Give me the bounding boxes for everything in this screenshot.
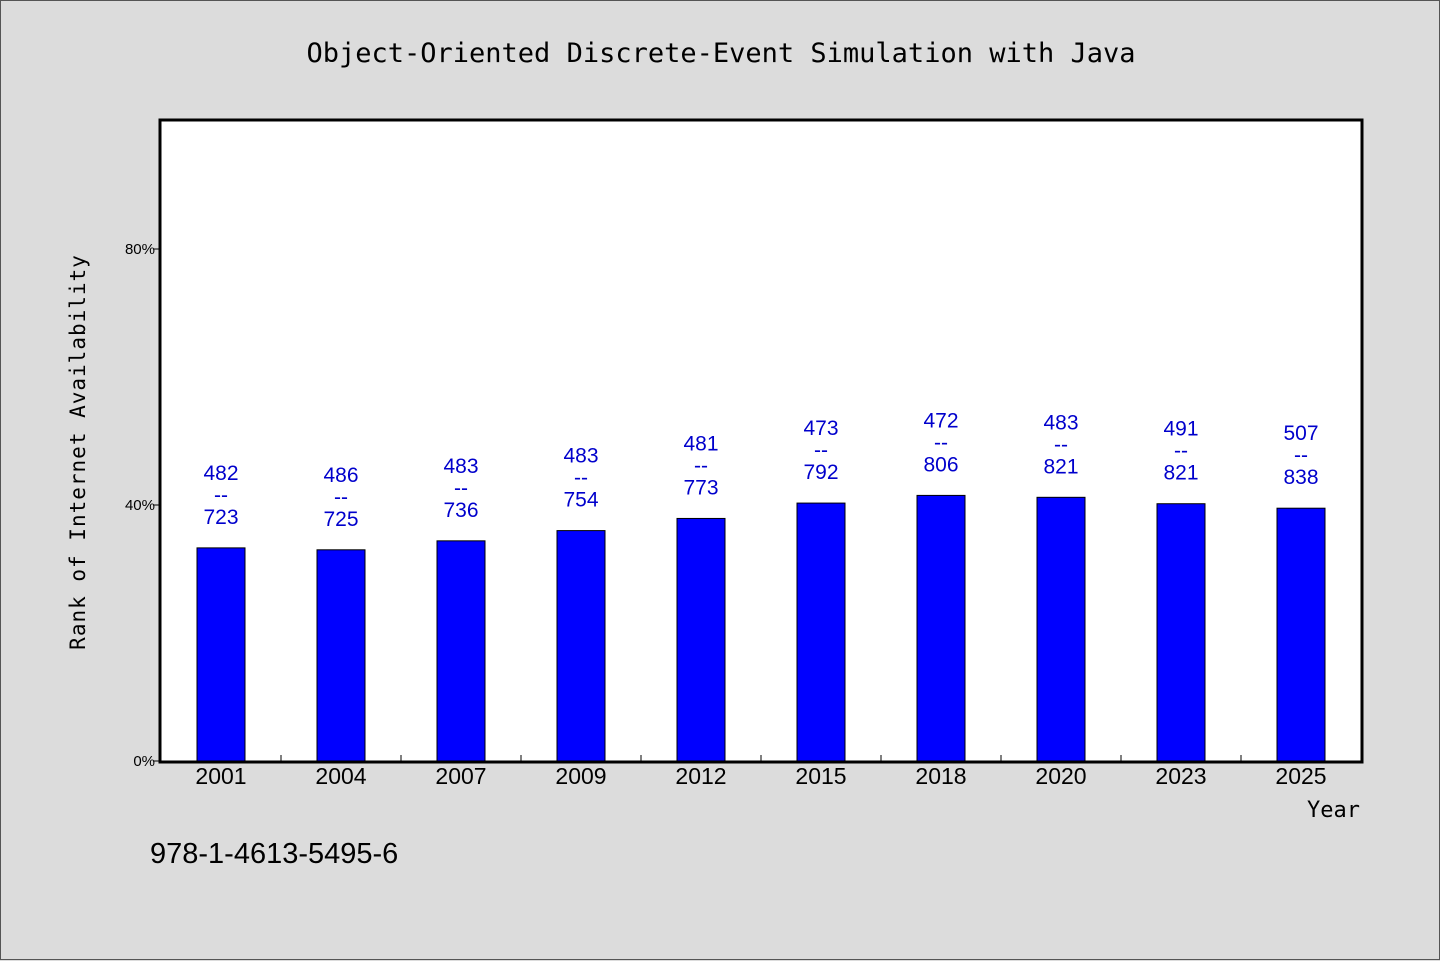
data-label-2001-line3: 723 (203, 506, 238, 529)
bar-2020 (1036, 496, 1086, 762)
data-label-2018-line3: 806 (923, 453, 958, 476)
data-label-2012-line3: 773 (683, 476, 718, 499)
data-label-2007-line1: 483 (443, 455, 478, 478)
data-label-2020-line3: 821 (1043, 455, 1078, 478)
x-tick-label-2025: 2025 (1275, 763, 1326, 789)
y-tick-label-0: 0% (133, 753, 155, 770)
data-label-2018-line1: 472 (923, 409, 958, 432)
data-label-2020-line2: -- (1054, 433, 1068, 456)
data-label-2023-line1: 491 (1163, 418, 1198, 441)
bars-group (196, 494, 1326, 762)
bar-2015 (796, 502, 846, 762)
x-tick-label-2015: 2015 (795, 763, 846, 789)
x-tick-label-2012: 2012 (675, 763, 726, 789)
data-label-2004-line3: 725 (323, 508, 358, 531)
x-axis: 2001 2004 2007 2009 2012 2015 2018 2020 2023 2025 (195, 755, 1327, 789)
data-labels-group: 482--723486--725483--736483--754481--773… (203, 409, 1318, 530)
x-tick-label-2004: 2004 (315, 763, 366, 789)
x-tick-label-2018: 2018 (915, 763, 966, 789)
data-label-2015-line3: 792 (803, 461, 838, 484)
data-label-2025-line3: 838 (1283, 466, 1318, 489)
x-tick-label-2001: 2001 (195, 763, 246, 789)
chart-title: Object-Oriented Discrete-Event Simulatio… (306, 38, 1135, 69)
data-label-2023-line3: 821 (1163, 462, 1198, 485)
x-axis-title: Year (1307, 798, 1360, 823)
y-tick-label-80: 80% (125, 241, 155, 258)
data-label-2020-line1: 483 (1043, 411, 1078, 434)
bar-2023 (1156, 503, 1206, 762)
isbn-label: 978-1-4613-5495-6 (150, 838, 398, 870)
x-tick-label-2009: 2009 (555, 763, 606, 789)
y-axis-title: Rank of Internet Availability (66, 254, 90, 650)
data-label-2001-line2: -- (214, 484, 228, 507)
data-label-2015-line2: -- (814, 439, 828, 462)
data-label-2009-line1: 483 (563, 445, 598, 468)
plot-frame (158, 118, 1364, 764)
data-label-2007-line3: 736 (443, 499, 478, 522)
bar-2007 (436, 540, 486, 762)
data-label-2012-line1: 481 (683, 432, 718, 455)
y-axis: 0% 40% 80% (125, 241, 161, 770)
data-label-2023-line2: -- (1174, 440, 1188, 463)
bar-2009 (556, 530, 606, 762)
data-label-2009-line3: 754 (563, 489, 598, 512)
data-label-2004-line2: -- (334, 486, 348, 509)
data-label-2001-line1: 482 (203, 462, 238, 485)
bar-2004 (316, 549, 366, 762)
data-label-2012-line2: -- (694, 454, 708, 477)
bar-2001 (196, 547, 246, 762)
x-tick-label-2023: 2023 (1155, 763, 1206, 789)
bar-2012 (676, 517, 726, 762)
data-label-2004-line1: 486 (323, 464, 358, 487)
data-label-2007-line2: -- (454, 477, 468, 500)
data-label-2018-line2: -- (934, 431, 948, 454)
bar-2018 (916, 494, 966, 762)
data-label-2015-line1: 473 (803, 417, 838, 440)
x-tick-label-2007: 2007 (435, 763, 486, 789)
y-tick-label-40: 40% (125, 497, 155, 514)
data-label-2025-line2: -- (1294, 444, 1308, 467)
bar-2025 (1276, 507, 1326, 762)
data-label-2025-line1: 507 (1283, 422, 1318, 445)
data-label-2009-line2: -- (574, 467, 588, 490)
x-tick-label-2020: 2020 (1035, 763, 1086, 789)
